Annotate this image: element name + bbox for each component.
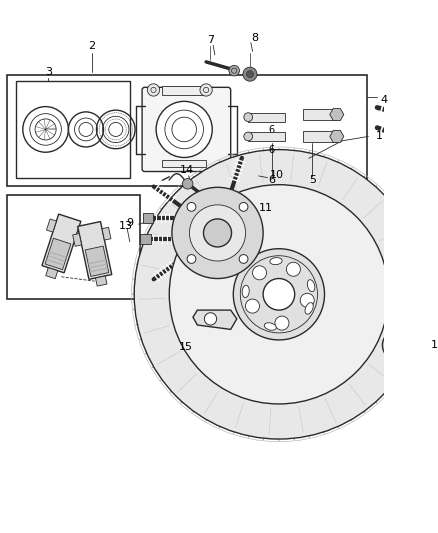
Circle shape — [253, 266, 267, 280]
Circle shape — [169, 184, 389, 404]
Circle shape — [183, 179, 193, 189]
Circle shape — [286, 262, 300, 276]
Bar — [90, 268, 108, 272]
Circle shape — [239, 203, 248, 211]
Ellipse shape — [270, 257, 282, 265]
Text: 6: 6 — [268, 175, 276, 185]
Text: 5: 5 — [309, 175, 316, 185]
Polygon shape — [330, 131, 344, 142]
Text: 4: 4 — [381, 95, 388, 106]
Circle shape — [156, 101, 212, 157]
Text: 15: 15 — [179, 342, 193, 352]
Circle shape — [187, 255, 196, 263]
Bar — [95, 276, 107, 286]
Ellipse shape — [305, 303, 313, 314]
Bar — [89, 263, 107, 269]
Bar — [46, 259, 64, 266]
Text: 11: 11 — [259, 204, 273, 213]
Circle shape — [190, 205, 246, 261]
Circle shape — [134, 150, 424, 439]
Circle shape — [275, 316, 289, 330]
Text: 9: 9 — [126, 219, 133, 228]
Circle shape — [263, 279, 295, 310]
Bar — [303, 109, 336, 120]
Circle shape — [200, 84, 212, 96]
Bar — [45, 238, 71, 270]
Circle shape — [244, 132, 253, 141]
Bar — [248, 113, 285, 122]
Bar — [85, 246, 109, 277]
Bar — [16, 81, 130, 177]
Bar — [46, 268, 58, 279]
Bar — [42, 214, 81, 273]
Bar — [7, 195, 140, 298]
Bar — [248, 132, 285, 141]
Circle shape — [244, 113, 253, 122]
Bar — [46, 219, 57, 232]
Bar — [418, 115, 429, 125]
Bar — [49, 251, 67, 258]
Bar — [303, 131, 336, 142]
Text: 12: 12 — [431, 340, 438, 350]
Bar — [162, 160, 206, 167]
Ellipse shape — [307, 280, 315, 292]
Text: 8: 8 — [251, 33, 258, 43]
Bar — [73, 233, 81, 246]
Bar — [78, 222, 112, 279]
Text: 10: 10 — [270, 170, 284, 180]
Bar — [48, 255, 65, 262]
Text: 3: 3 — [45, 67, 52, 77]
Circle shape — [247, 71, 254, 78]
Bar — [140, 234, 151, 244]
Bar — [162, 86, 206, 95]
Circle shape — [229, 66, 240, 76]
Text: 14: 14 — [180, 165, 194, 175]
Circle shape — [172, 187, 263, 279]
Circle shape — [205, 313, 217, 325]
Circle shape — [394, 342, 401, 349]
Bar — [75, 228, 85, 241]
Bar — [417, 139, 428, 150]
FancyBboxPatch shape — [142, 87, 231, 172]
Text: 1: 1 — [375, 132, 382, 141]
Circle shape — [204, 219, 232, 247]
Circle shape — [245, 299, 259, 313]
Circle shape — [300, 293, 314, 308]
Bar — [7, 75, 367, 187]
Circle shape — [147, 84, 159, 96]
Circle shape — [382, 330, 412, 360]
Text: 6: 6 — [269, 125, 275, 135]
Circle shape — [243, 67, 257, 81]
Circle shape — [187, 203, 196, 211]
Text: 6: 6 — [269, 144, 275, 155]
Circle shape — [239, 255, 248, 263]
Circle shape — [233, 249, 325, 340]
Ellipse shape — [264, 323, 276, 330]
Polygon shape — [330, 108, 344, 120]
Text: 7: 7 — [207, 35, 214, 45]
Bar — [102, 227, 111, 240]
Bar — [88, 260, 106, 264]
Bar — [143, 213, 153, 223]
Ellipse shape — [242, 285, 249, 297]
Text: 13: 13 — [119, 221, 133, 231]
Text: 2: 2 — [88, 41, 95, 51]
Polygon shape — [193, 310, 237, 329]
Circle shape — [389, 336, 406, 354]
